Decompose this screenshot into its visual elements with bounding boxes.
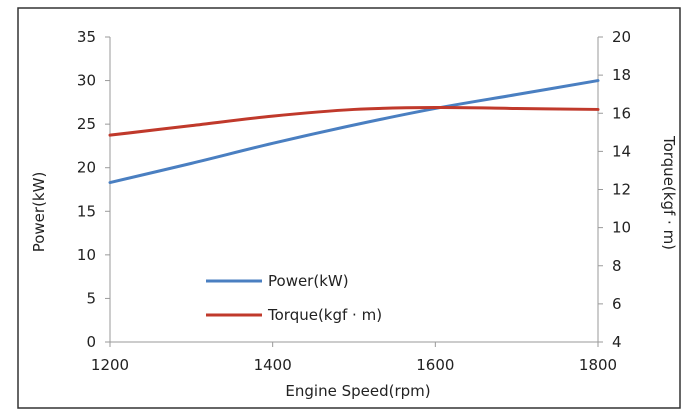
right-y-ticks: 4 6 8 10 12 14 16 18 20 — [598, 28, 631, 351]
right-y-tick-label: 4 — [612, 333, 622, 351]
right-y-tick-label: 10 — [612, 219, 631, 237]
right-y-axis-title: Torque(kgf · m) — [660, 135, 678, 250]
legend-label-torque: Torque(kgf · m) — [267, 306, 382, 324]
right-y-tick-label: 20 — [612, 28, 631, 46]
x-axis-title: Engine Speed(rpm) — [285, 382, 430, 400]
x-ticks: 1200 1400 1600 1800 — [91, 342, 617, 374]
x-tick-label: 1200 — [91, 356, 129, 374]
power-series-line — [108, 79, 600, 185]
x-tick-label: 1800 — [579, 356, 617, 374]
left-y-tick-label: 35 — [77, 28, 96, 46]
right-y-tick-label: 18 — [612, 66, 631, 84]
right-y-tick-label: 6 — [612, 295, 622, 313]
series-layer — [108, 79, 600, 185]
left-y-tick-label: 0 — [86, 333, 96, 351]
legend: Power(kW) Torque(kgf · m) — [206, 272, 382, 324]
legend-label-power: Power(kW) — [268, 272, 349, 290]
left-y-tick-label: 10 — [77, 246, 96, 264]
right-y-tick-label: 8 — [612, 257, 622, 275]
left-y-tick-label: 20 — [77, 159, 96, 177]
left-y-ticks: 0 5 10 15 20 25 30 35 — [77, 28, 110, 351]
x-tick-label: 1400 — [254, 356, 292, 374]
right-y-tick-label: 14 — [612, 142, 631, 160]
left-y-axis-title: Power(kW) — [30, 172, 48, 253]
chart-border — [17, 7, 681, 409]
left-y-tick-label: 30 — [77, 72, 96, 90]
left-y-tick-label: 5 — [86, 289, 96, 307]
left-y-tick-label: 15 — [77, 202, 96, 220]
right-y-tick-label: 16 — [612, 104, 631, 122]
right-y-tick-label: 12 — [612, 181, 631, 199]
torque-series-line — [108, 106, 600, 137]
x-tick-label: 1600 — [416, 356, 454, 374]
left-y-tick-label: 25 — [77, 115, 96, 133]
